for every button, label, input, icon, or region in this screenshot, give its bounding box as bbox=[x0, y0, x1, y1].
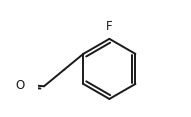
Text: O: O bbox=[16, 79, 25, 92]
Text: F: F bbox=[106, 20, 113, 33]
